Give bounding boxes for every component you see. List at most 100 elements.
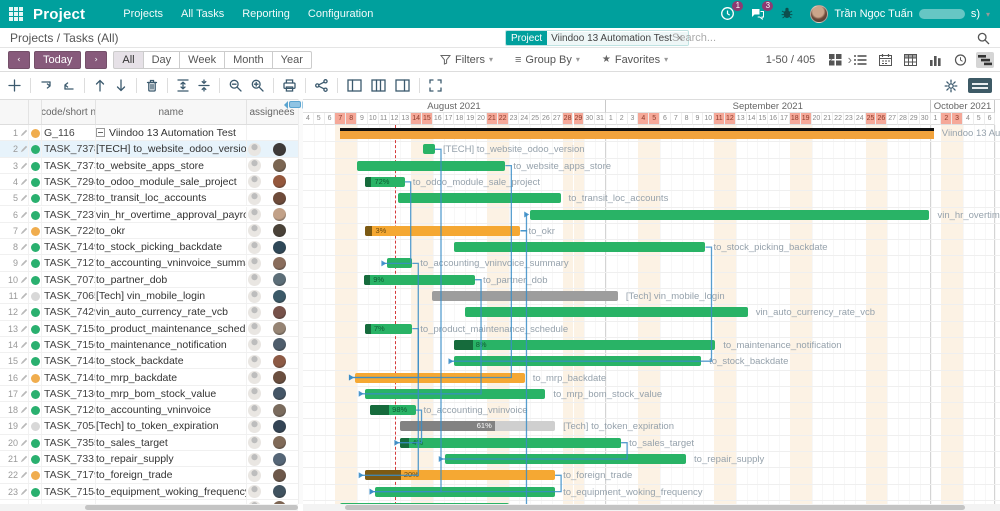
- avatar[interactable]: [248, 191, 261, 205]
- edit-pencil-icon[interactable]: [20, 292, 28, 300]
- avatar[interactable]: [273, 371, 286, 384]
- table-row[interactable]: 19 TASK_7054 [Tech] to_token_expiration: [0, 418, 298, 435]
- avatar[interactable]: [273, 273, 286, 287]
- indent-icon[interactable]: [40, 79, 53, 92]
- table-row[interactable]: 17 TASK_7136 to_mrp_bom_stock_value: [0, 385, 298, 403]
- table-row[interactable]: 5 TASK_7288 to_transit_loc_accounts: [0, 190, 298, 207]
- view-button-activity[interactable]: [951, 52, 969, 68]
- avatar[interactable]: [273, 436, 286, 450]
- edit-pencil-icon[interactable]: [20, 308, 28, 316]
- avatar[interactable]: [248, 371, 261, 384]
- avatar[interactable]: [273, 191, 286, 205]
- outdent-icon[interactable]: [62, 79, 75, 92]
- table-row[interactable]: 10 TASK_7072 to_partner_dob: [0, 271, 298, 288]
- table-row[interactable]: 9 TASK_7127 to_accounting_vninvoice_summar…: [0, 255, 298, 272]
- gantt-bar[interactable]: [398, 193, 561, 204]
- table-row[interactable]: 23 TASK_7154 to_equipment_woking_frequency: [0, 483, 298, 500]
- avatar[interactable]: [273, 240, 286, 254]
- panel-right-icon[interactable]: [395, 79, 410, 92]
- mini-scroll-left-icon[interactable]: [284, 100, 288, 109]
- table-row[interactable]: 8 TASK_7149 to_stock_picking_backdate: [0, 239, 298, 256]
- panel-left-icon[interactable]: [347, 79, 362, 92]
- avatar[interactable]: [273, 354, 286, 368]
- gantt-bar[interactable]: [423, 144, 435, 155]
- gantt-hscroll-thumb[interactable]: [345, 505, 965, 510]
- mini-scroll-thumb[interactable]: [289, 101, 301, 108]
- pager-next-icon[interactable]: ›: [847, 52, 852, 67]
- edit-pencil-icon[interactable]: [20, 374, 28, 382]
- table-row[interactable]: 22 TASK_7179 to_foreign_trade: [0, 467, 298, 484]
- gantt-bar[interactable]: [431, 291, 618, 301]
- edit-pencil-icon[interactable]: [20, 145, 28, 153]
- avatar[interactable]: [248, 240, 261, 254]
- avatar[interactable]: [248, 501, 261, 504]
- edit-pencil-icon[interactable]: [20, 243, 28, 251]
- table-row[interactable]: 6 TASK_7237 vin_hr_overtime_approval_payro…: [0, 206, 298, 223]
- table-row[interactable]: 18 TASK_7126 to_accounting_vninvoice: [0, 402, 298, 419]
- avatar[interactable]: [248, 452, 261, 466]
- critical-path-icon[interactable]: [315, 79, 328, 92]
- gantt-bar[interactable]: [339, 502, 509, 504]
- nav-menu-reporting[interactable]: Reporting: [242, 8, 290, 20]
- range-button-week[interactable]: Week: [180, 50, 226, 69]
- avatar[interactable]: [248, 468, 261, 482]
- edit-pencil-icon[interactable]: [20, 439, 28, 447]
- avatar[interactable]: [248, 224, 261, 238]
- edit-pencil-icon[interactable]: [20, 259, 28, 267]
- avatar[interactable]: [273, 289, 286, 303]
- apps-menu-icon[interactable]: [9, 7, 23, 21]
- activities-icon[interactable]: 1: [720, 1, 744, 22]
- avatar[interactable]: [273, 322, 286, 336]
- user-menu[interactable]: Trần Ngọc Tuấn s) ▾: [810, 5, 990, 23]
- app-brand[interactable]: Project: [33, 5, 86, 23]
- avatar[interactable]: [248, 142, 261, 156]
- table-row[interactable]: 11 TASK_7065 [Tech] vin_mobile_login: [0, 288, 298, 305]
- view-button-list[interactable]: [851, 52, 869, 68]
- edit-pencil-icon[interactable]: [20, 178, 28, 186]
- edit-pencil-icon[interactable]: [20, 194, 28, 202]
- gantt-bar[interactable]: [454, 242, 706, 253]
- avatar[interactable]: [273, 468, 286, 482]
- filters-button[interactable]: Filters ▾: [440, 54, 493, 66]
- edit-pencil-icon[interactable]: [20, 227, 28, 235]
- view-button-pivot[interactable]: [901, 52, 919, 68]
- table-row[interactable]: 3 TASK_7373 to_website_apps_store: [0, 157, 298, 174]
- avatar[interactable]: [248, 403, 261, 417]
- add-task-icon[interactable]: [8, 79, 21, 92]
- avatar[interactable]: [248, 338, 261, 352]
- messages-icon[interactable]: 3: [750, 1, 774, 22]
- edit-pencil-icon[interactable]: [20, 325, 28, 333]
- zoom-out-icon[interactable]: [229, 79, 242, 92]
- table-row[interactable]: 1 G_116 Viindoo 13 Automation Test: [0, 125, 298, 142]
- pager-prev-icon[interactable]: ‹: [829, 52, 834, 67]
- debug-icon[interactable]: [780, 6, 796, 22]
- gantt-bar[interactable]: [357, 160, 506, 171]
- view-button-gantt[interactable]: [976, 51, 994, 68]
- avatar[interactable]: [248, 273, 261, 287]
- nav-menu-configuration[interactable]: Configuration: [307, 8, 374, 20]
- table-row[interactable]: 12 TASK_7429 vin_auto_currency_rate_vcb: [0, 304, 298, 321]
- avatar[interactable]: [248, 175, 261, 189]
- avatar[interactable]: [273, 224, 286, 238]
- gantt-hscrollbar[interactable]: [303, 504, 1000, 511]
- move-down-icon[interactable]: [115, 79, 127, 92]
- print-icon[interactable]: [283, 79, 296, 92]
- table-row[interactable]: 24 TASK_71: [0, 499, 298, 504]
- gantt-bar[interactable]: 3%: [364, 225, 521, 236]
- expand-rows-icon[interactable]: [177, 79, 189, 92]
- table-row[interactable]: 15 TASK_7148 to_stock_backdate: [0, 353, 298, 370]
- table-row[interactable]: 21 TASK_7331 to_repair_supply: [0, 451, 298, 468]
- vertical-scrollbar[interactable]: [298, 99, 303, 504]
- edit-pencil-icon[interactable]: [20, 276, 28, 284]
- gantt-bar[interactable]: 61%: [400, 421, 556, 432]
- avatar[interactable]: [273, 452, 286, 466]
- avatar[interactable]: [273, 208, 286, 221]
- edit-pencil-icon[interactable]: [20, 471, 28, 479]
- table-row[interactable]: 20 TASK_7355 to_sales_target: [0, 434, 298, 451]
- avatar[interactable]: [248, 256, 261, 270]
- table-row[interactable]: 4 TASK_7294 to_odoo_module_sale_project: [0, 173, 298, 191]
- edit-pencil-icon[interactable]: [20, 129, 28, 137]
- nav-menu-projects[interactable]: Projects: [123, 8, 164, 20]
- edit-pencil-icon[interactable]: [20, 390, 28, 398]
- avatar[interactable]: [248, 289, 261, 303]
